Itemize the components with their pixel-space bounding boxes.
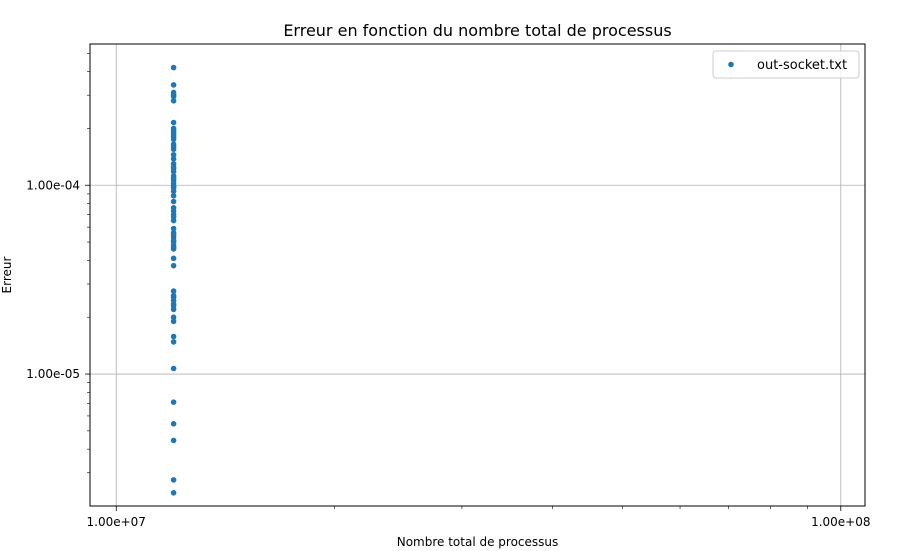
data-point [170, 314, 177, 321]
data-point [170, 214, 177, 220]
data-point [170, 127, 177, 134]
data-point [170, 339, 177, 345]
data-point [170, 302, 177, 309]
data-point [170, 421, 177, 427]
x-tick-label: 1.00e+07 [87, 515, 146, 529]
grid [90, 44, 865, 506]
data-point [170, 318, 177, 325]
legend-box [712, 50, 860, 79]
data-point [170, 255, 177, 262]
data-point [170, 288, 177, 294]
data-point [170, 132, 177, 138]
data-point [170, 188, 177, 195]
data-point [170, 437, 177, 444]
data-point [170, 92, 177, 98]
data-point [170, 244, 177, 250]
x-axis-label: Nombre total de processus [397, 535, 559, 549]
data-point [170, 82, 177, 88]
legend-label: out-socket.txt [757, 58, 847, 73]
data-point [170, 141, 177, 147]
data-point [170, 262, 177, 269]
data-point [170, 399, 177, 405]
data-point [170, 477, 177, 483]
data-point [170, 198, 177, 205]
data-point [170, 192, 177, 199]
data-point [170, 98, 177, 104]
chart-title: Erreur en fonction du nombre total de pr… [283, 21, 671, 40]
data-point [170, 365, 177, 372]
data-point [170, 225, 177, 232]
data-point [170, 119, 177, 126]
plot-frame [89, 43, 866, 507]
legend-marker-icon [728, 61, 734, 68]
data-point [170, 166, 177, 172]
data-point [170, 156, 177, 162]
data-point [170, 146, 177, 153]
axis-ticks: 1.00e+07 1.00e+08 1.00e-05 1.00e-04 [26, 52, 871, 529]
data-point [170, 489, 177, 496]
data-point [170, 151, 177, 158]
data-point [170, 183, 177, 189]
data-point [170, 294, 177, 301]
data-point [170, 232, 177, 238]
data-points [170, 64, 177, 496]
data-point [170, 333, 177, 340]
y-tick-label: 1.00e-04 [26, 178, 80, 192]
data-point [170, 136, 177, 143]
data-point [170, 237, 177, 244]
y-tick-label: 1.00e-05 [26, 367, 80, 381]
x-tick-label: 1.00e+08 [811, 515, 870, 529]
data-point [170, 64, 177, 71]
data-point [170, 175, 177, 181]
legend: out-socket.txt [712, 50, 860, 79]
y-axis-label: Erreur [0, 256, 14, 293]
